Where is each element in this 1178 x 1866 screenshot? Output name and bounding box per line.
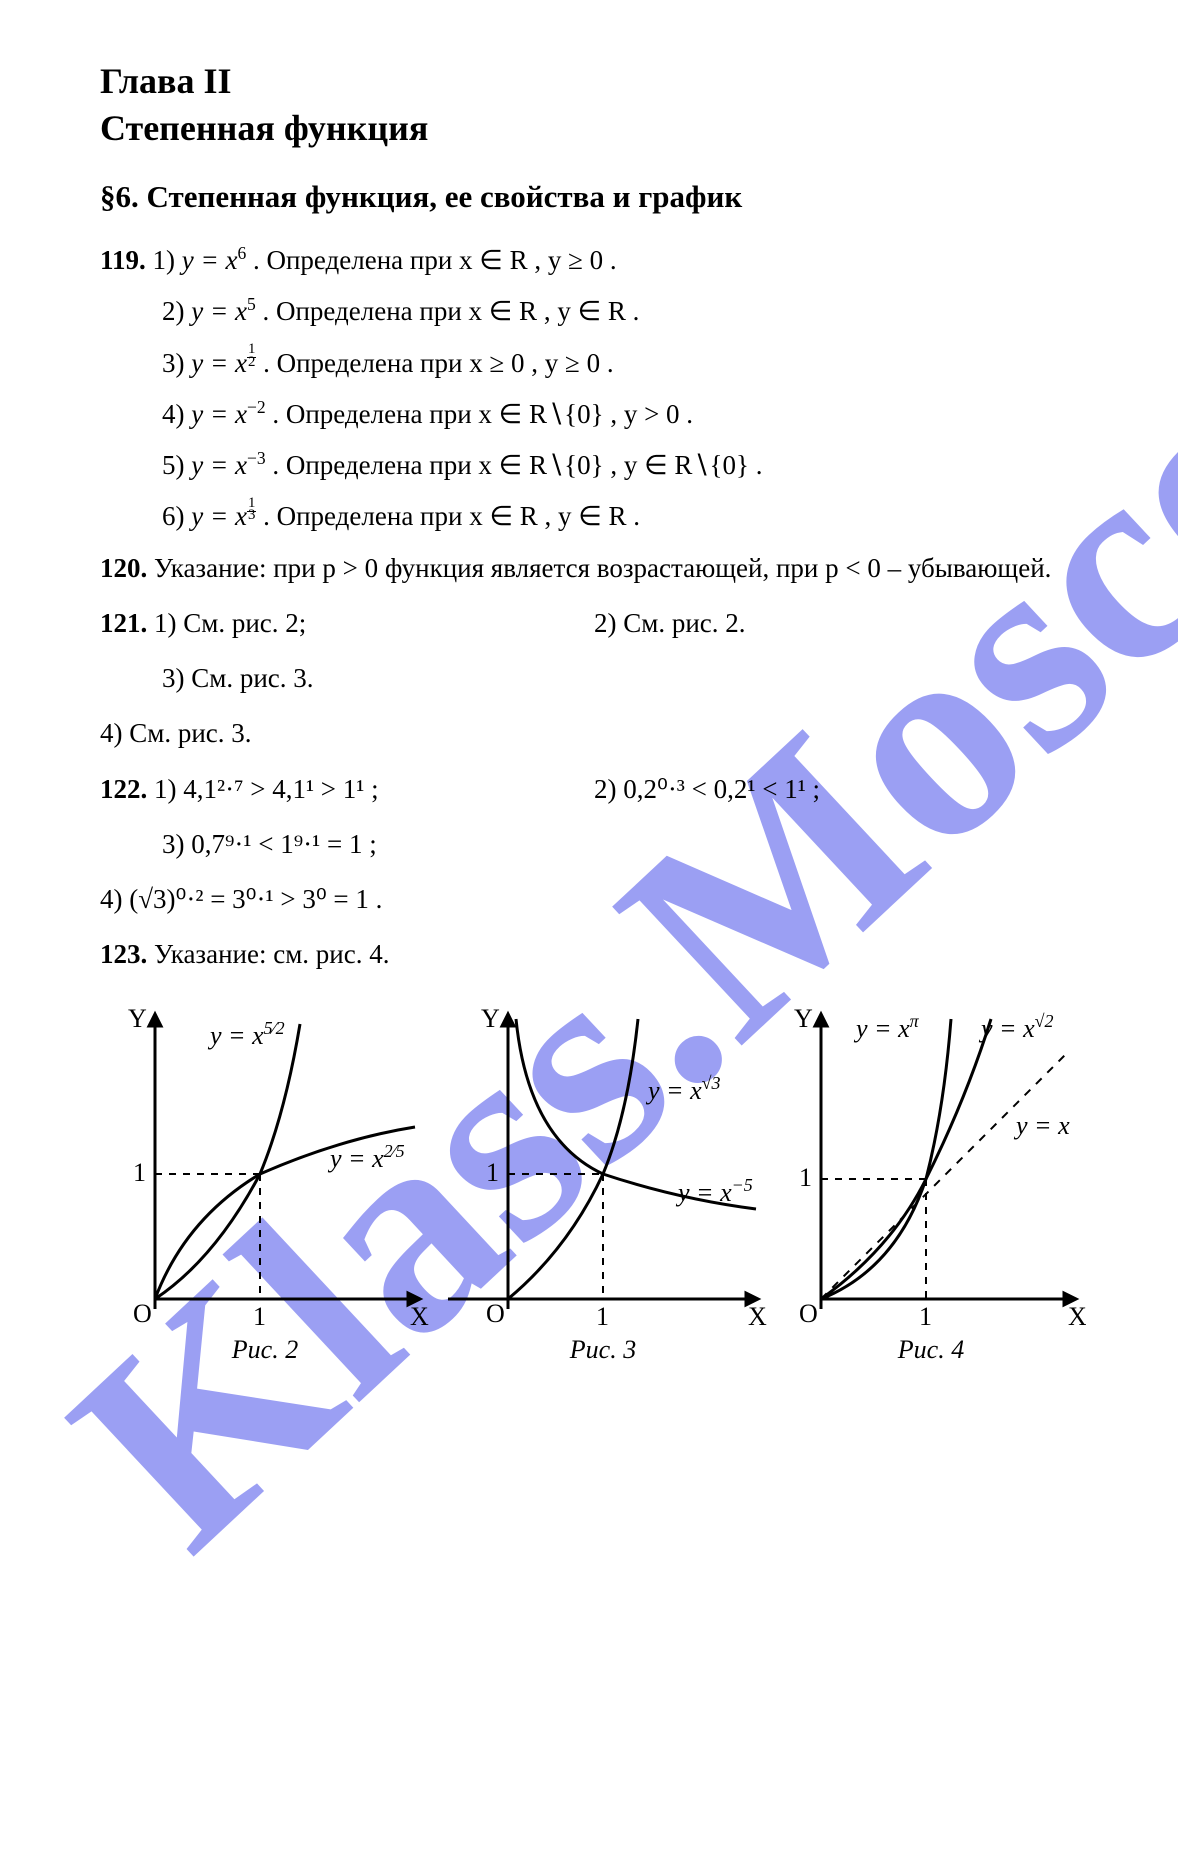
figure-caption: Рис. 4 <box>776 1335 1086 1365</box>
problem-120: 120. Указание: при p > 0 функция являетс… <box>100 545 1088 592</box>
svg-text:X: X <box>410 1302 429 1329</box>
svg-text:y = x−5: y = x−5 <box>675 1175 753 1207</box>
svg-text:y = x: y = x <box>1013 1111 1070 1140</box>
figure-4: Y X O 1 1 y = xπ y = x√2 y = x Рис. 4 <box>776 999 1086 1365</box>
fn: y = x <box>182 245 238 275</box>
svg-text:1: 1 <box>799 1163 812 1192</box>
svg-text:1: 1 <box>596 1302 609 1329</box>
chapter-title: Степенная функция <box>100 107 1088 149</box>
svg-text:y = x√3: y = x√3 <box>645 1073 721 1105</box>
svg-text:O: O <box>486 1299 505 1328</box>
svg-text:y = x2⁄5: y = x2⁄5 <box>327 1141 405 1173</box>
svg-text:X: X <box>748 1302 767 1329</box>
svg-text:Y: Y <box>128 1004 147 1033</box>
problem-119-item: 4) y = x−2 . Определена при x ∈ R∖{0} , … <box>100 391 1088 438</box>
content: Глава II Степенная функция §6. Степенная… <box>0 0 1178 1365</box>
svg-text:Y: Y <box>794 1004 813 1033</box>
svg-text:X: X <box>1068 1302 1086 1329</box>
problem-119-item: 2) y = x5 . Определена при x ∈ R , y ∈ R… <box>100 288 1088 335</box>
svg-text:y = x√2: y = x√2 <box>978 1011 1054 1043</box>
problem-119-item: 3) y = x12 . Определена при x ≥ 0 , y ≥ … <box>100 340 1088 387</box>
svg-text:1: 1 <box>486 1158 499 1187</box>
problem-121: 121. 1) См. рис. 2; 2) См. рис. 2. 3) См… <box>100 596 1088 762</box>
figure-caption: Рис. 3 <box>438 1335 768 1365</box>
svg-text:O: O <box>133 1299 152 1328</box>
figure-2: Y X O 1 1 y = x5⁄2 y = x2⁄5 Рис. 2 <box>100 999 430 1365</box>
svg-text:O: O <box>799 1299 818 1328</box>
section-title: §6. Степенная функция, ее свойства и гра… <box>100 179 1088 215</box>
problem-number: 119. <box>100 245 146 275</box>
figures-row: Y X O 1 1 y = x5⁄2 y = x2⁄5 Рис. 2 <box>100 999 1088 1365</box>
problem-119-item: 5) y = x−3 . Определена при x ∈ R∖{0} , … <box>100 442 1088 489</box>
item-label: 1) <box>153 245 176 275</box>
figure-3: Y X O 1 1 y = x√3 y = x−5 Рис. 3 <box>438 999 768 1365</box>
problem-119-item: 6) y = x13 . Определена при x ∈ R , y ∈ … <box>100 493 1088 540</box>
svg-text:1: 1 <box>133 1158 146 1187</box>
chapter-number: Глава II <box>100 60 1088 103</box>
svg-text:1: 1 <box>919 1302 932 1329</box>
problem-122: 122. 1) 4,1²·⁷ > 4,1¹ > 1¹ ; 2) 0,2⁰·³ <… <box>100 762 1088 928</box>
svg-text:y = xπ: y = xπ <box>853 1011 920 1043</box>
svg-text:1: 1 <box>253 1302 266 1329</box>
problem-123: 123. Указание: см. рис. 4. <box>100 931 1088 978</box>
svg-text:y = x5⁄2: y = x5⁄2 <box>207 1018 285 1050</box>
problem-119: 119. 1) y = x6 . Определена при x ∈ R , … <box>100 237 1088 284</box>
figure-caption: Рис. 2 <box>100 1335 430 1365</box>
page: Klass.Moscow Глава II Степенная функция … <box>0 0 1178 1866</box>
svg-text:Y: Y <box>481 1004 500 1033</box>
